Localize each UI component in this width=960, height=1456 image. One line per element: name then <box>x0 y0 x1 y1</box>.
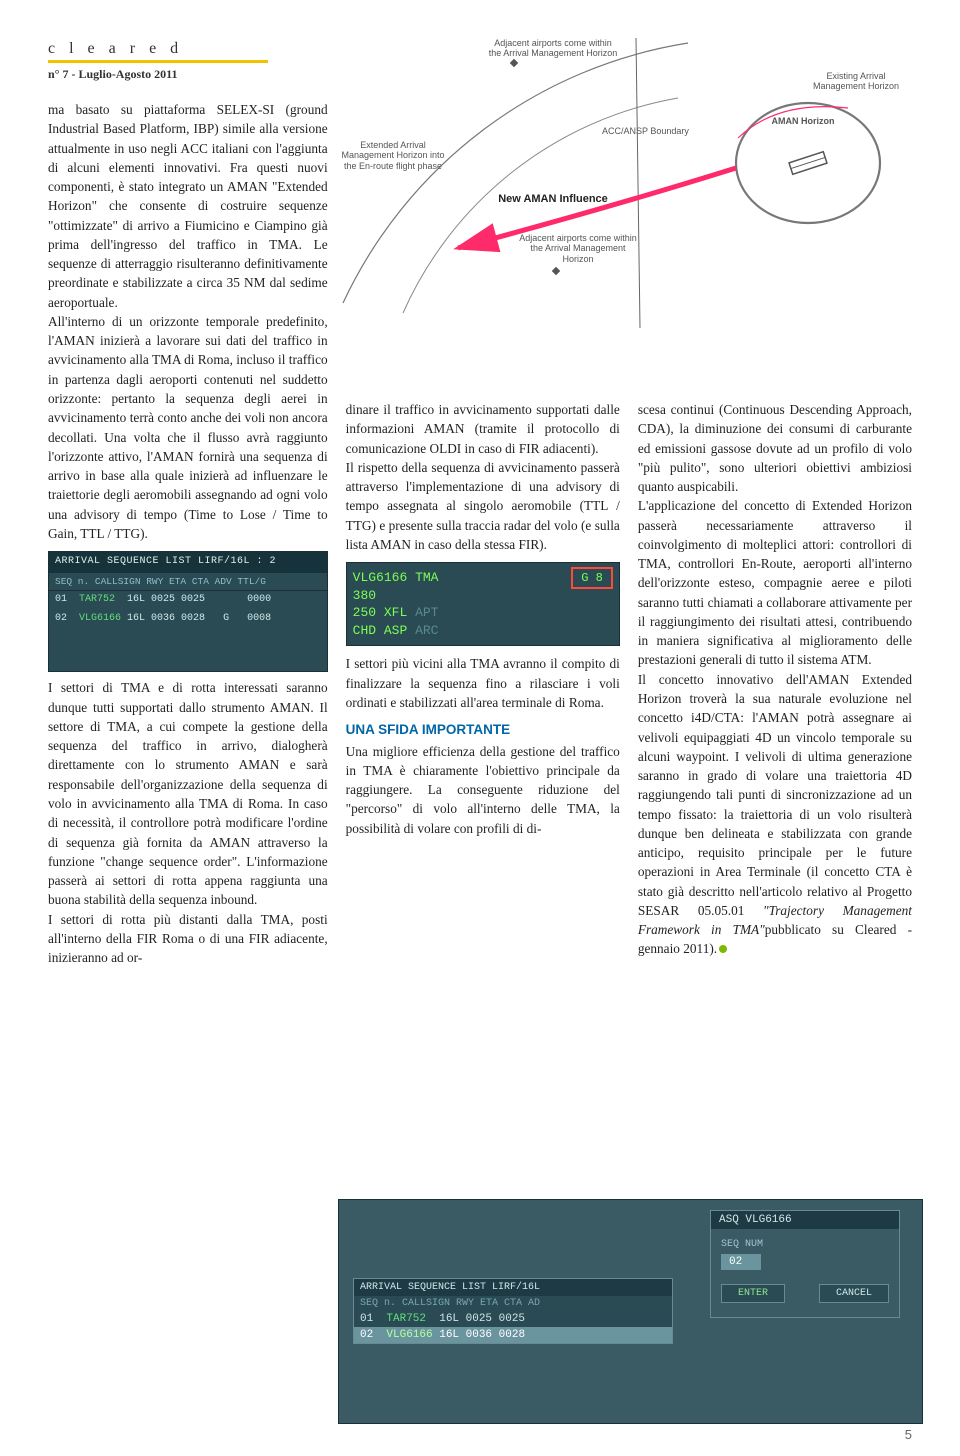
col2-para-2: Il rispetto della sequenza di avviciname… <box>346 458 620 554</box>
page-number: 5 <box>905 1427 912 1442</box>
atc1-body: 01 TAR752 16L 0025 0025 0000 02 VLG6166 … <box>49 591 327 671</box>
asq-seq-value[interactable]: 02 <box>721 1254 761 1270</box>
diagram-label-acc: ACC/ANSP Boundary <box>598 126 693 136</box>
diagram-label-new-influence: New AMAN Influence <box>483 193 623 206</box>
aman-horizon-diagram: Adjacent airports come within the Arriva… <box>338 38 923 328</box>
atc3-list-title: ARRIVAL SEQUENCE LIST LIRF/16L <box>354 1279 672 1296</box>
atc3-row: 01 TAR752 16L 0025 0025 <box>354 1311 672 1327</box>
section-heading-sfida: UNA SFIDA IMPORTANTE <box>346 720 620 740</box>
end-dot-icon <box>719 945 727 953</box>
col1-para-3: I settori di TMA e di rotta interessati … <box>48 678 328 909</box>
atc-sequence-list-screenshot: ARRIVAL SEQUENCE LIST LIRF/16L : 2 SEQ n… <box>48 551 328 672</box>
col1-para-4: I settori di rotta più distanti dalla TM… <box>48 910 328 968</box>
diagram-label-ext: Extended Arrival Management Horizon into… <box>338 140 448 171</box>
asq-enter-button[interactable]: ENTER <box>721 1284 785 1303</box>
col3-para-3: Il concetto innovativo dell'AMAN Extende… <box>638 670 912 959</box>
atc3-arrival-list: ARRIVAL SEQUENCE LIST LIRF/16L SEQ n. CA… <box>353 1278 673 1344</box>
atc2-ttg-box: G 8 <box>571 567 613 589</box>
atc1-row: 02 VLG6166 16L 0036 0028 G 0008 <box>49 610 327 629</box>
diagram-label-aman-h: AMAN Horizon <box>758 116 848 126</box>
atc1-title: ARRIVAL SEQUENCE LIST LIRF/16L : 2 <box>49 552 327 573</box>
atc2-line4: CHD ASP ARC <box>353 622 613 640</box>
atc3-row-selected: 02 VLG6166 16L 0036 0028 <box>354 1327 672 1343</box>
col2-para-4: Una migliore efficienza della gestione d… <box>346 742 620 838</box>
atc2-line3: 250 XFL APT <box>353 604 613 622</box>
title-rule <box>48 60 268 63</box>
col3-para-1: scesa continui (Continuous Descending Ap… <box>638 400 912 496</box>
radar-track-tag-screenshot: G 8 VLG6166 TMA 380 250 XFL APT CHD ASP … <box>346 562 620 646</box>
asq-cancel-button[interactable]: CANCEL <box>819 1284 889 1303</box>
asq-seq-label: SEQ NUM <box>721 1239 889 1250</box>
col3-para-2: L'applicazione del concetto di Extended … <box>638 496 912 669</box>
col1-para-2: All'interno di un orizzonte temporale pr… <box>48 312 328 543</box>
atc1-row: 01 TAR752 16L 0025 0025 0000 <box>49 591 327 610</box>
asq-title: ASQ VLG6166 <box>711 1211 899 1229</box>
col1-para-1: ma basato su piattaforma SELEX-SI (groun… <box>48 100 328 312</box>
col2-para-1: dinare il traffico in avvicinamento supp… <box>346 400 620 458</box>
asq-dialog: ASQ VLG6166 SEQ NUM 02 ENTER CANCEL <box>710 1210 900 1318</box>
column-1: ma basato su piattaforma SELEX-SI (groun… <box>48 100 328 1194</box>
diagram-label-adj-top: Adjacent airports come within the Arriva… <box>488 38 618 59</box>
bottom-image-spacer <box>346 838 620 1073</box>
diagram-label-adj-bottom: Adjacent airports come within the Arriva… <box>518 233 638 264</box>
change-sequence-screenshot: ARRIVAL SEQUENCE LIST LIRF/16L SEQ n. CA… <box>338 1199 923 1424</box>
atc3-list-header: SEQ n. CALLSIGN RWY ETA CTA AD <box>354 1296 672 1311</box>
bottom-image-spacer <box>638 959 912 1194</box>
atc1-header: SEQ n. CALLSIGN RWY ETA CTA ADV TTL/G <box>49 573 327 592</box>
diagram-label-existing: Existing Arrival Management Horizon <box>806 71 906 92</box>
col2-para-3: I settori più vicini alla TMA avranno il… <box>346 654 620 712</box>
